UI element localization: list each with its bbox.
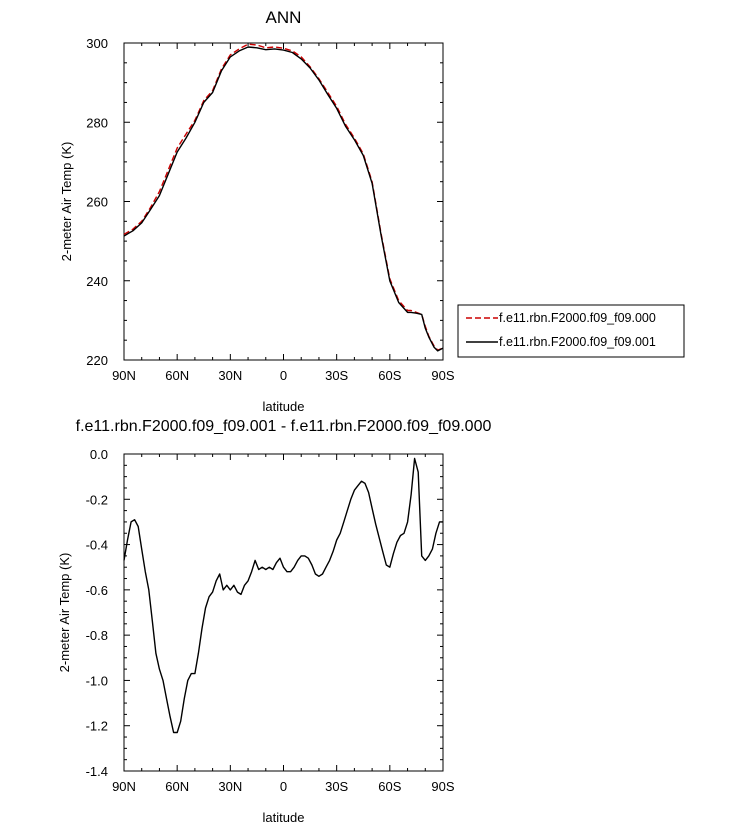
x-tick-label: 30S: [325, 368, 348, 383]
y-tick-label: 220: [86, 353, 108, 368]
x-tick-label: 60S: [378, 779, 401, 794]
legend-box: [457, 304, 685, 358]
bottom-chart: f.e11.rbn.F2000.f09_f09.001 - f.e11.rbn.…: [57, 418, 491, 825]
y-tick-label: 300: [86, 36, 108, 51]
x-tick-label: 0: [280, 368, 287, 383]
x-tick-label: 90S: [431, 779, 454, 794]
y-tick-label: -0.6: [86, 583, 108, 598]
x-tick-label: 90S: [431, 368, 454, 383]
y-axis-label: 2-meter Air Temp (K): [57, 553, 72, 673]
legend-entry-0: f.e11.rbn.F2000.f09_f09.000: [499, 311, 656, 325]
y-axis-label: 2-meter Air Temp (K): [59, 142, 74, 262]
y-tick-label: 260: [86, 195, 108, 210]
series-line-0: [123, 43, 444, 351]
x-tick-label: 90N: [112, 779, 136, 794]
y-tick-label: 280: [86, 115, 108, 130]
y-tick-label: 240: [86, 274, 108, 289]
top-chart: ANN 90N 60N 30N 0 30S 60S 90S 300 280 260 240 220 lat…: [59, 8, 685, 414]
x-tick-label: 90N: [112, 368, 136, 383]
y-tick-label: -1.2: [86, 719, 108, 734]
legend-entry-1: f.e11.rbn.F2000.f09_f09.001: [499, 335, 656, 349]
y-tick-label: -1.4: [86, 764, 108, 779]
y-tick-label: -0.8: [86, 628, 108, 643]
y-tick-label: -0.2: [86, 492, 108, 507]
chart-title: f.e11.rbn.F2000.f09_f09.001 - f.e11.rbn.…: [76, 418, 492, 435]
x-tick-label: 60S: [378, 368, 401, 383]
x-axis-label: latitude: [263, 810, 305, 825]
plot-frame: [123, 42, 444, 361]
series-line-1: [123, 46, 444, 352]
x-tick-label: 30N: [218, 368, 242, 383]
y-tick-label: 0.0: [90, 447, 108, 462]
x-tick-label: 30S: [325, 779, 348, 794]
x-axis-label: latitude: [263, 399, 305, 414]
y-tick-label: -1.0: [86, 673, 108, 688]
series-line-0: [123, 457, 443, 734]
x-tick-label: 60N: [165, 779, 189, 794]
chart-title: ANN: [266, 8, 302, 27]
x-tick-label: 60N: [165, 368, 189, 383]
x-tick-label: 0: [280, 779, 287, 794]
x-tick-label: 30N: [218, 779, 242, 794]
y-tick-label: -0.4: [86, 538, 108, 553]
